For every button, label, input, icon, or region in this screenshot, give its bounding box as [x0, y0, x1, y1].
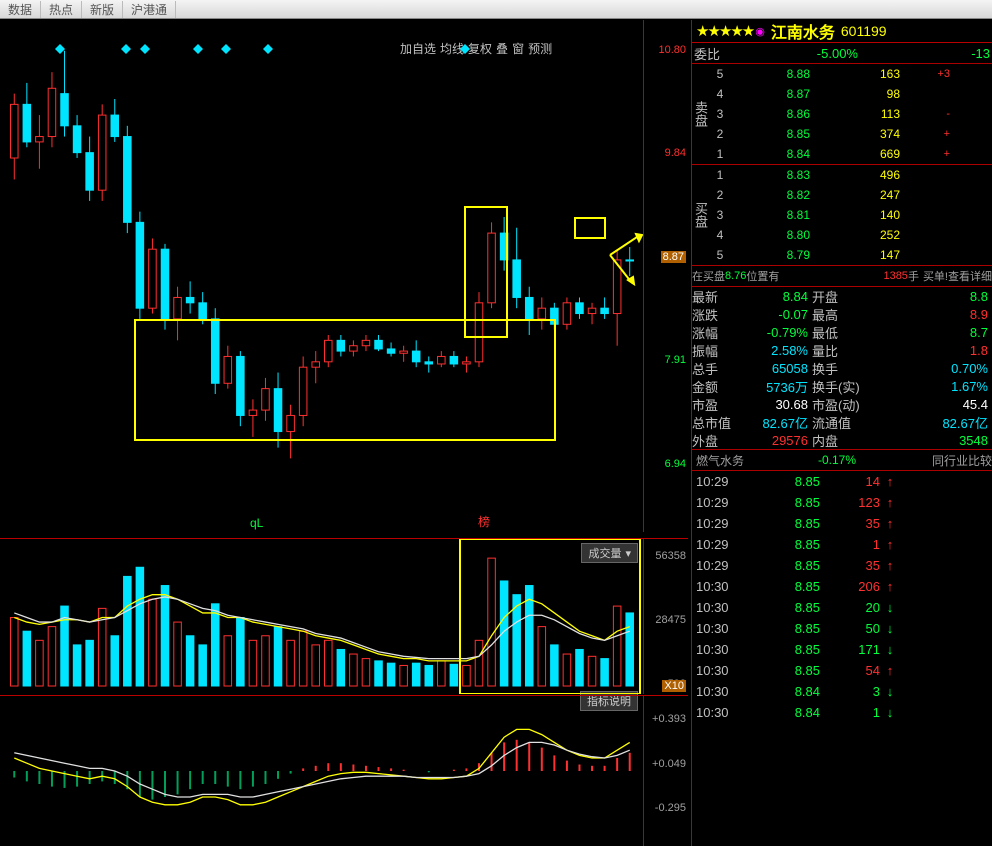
ind-y-axis: +0.393+0.049-0.295 — [643, 696, 688, 846]
root: 数据 热点 新版 沪港通 加自选 均线 复权 叠 窗 预测 10.809.848… — [0, 0, 992, 846]
queue-row[interactable]: 在买盘 8.76 位置有 1385 手 买单! 查看详细 — [692, 266, 992, 287]
sector-chg: -0.17% — [766, 453, 856, 467]
price-chart[interactable]: 加自选 均线 复权 叠 窗 预测 10.809.848.877.916.94 q… — [0, 20, 688, 532]
quote-panel: ★★★★★ ◉ 江南水务 601199 委比 -5.00% -13 卖盘 58.… — [691, 20, 992, 846]
q-link[interactable]: 查看详细 — [948, 268, 992, 284]
depth-row[interactable]: 28.82247 — [710, 185, 992, 205]
marker-bang: 榜 — [478, 513, 490, 530]
q-price: 8.76 — [725, 270, 746, 282]
tick-row: 10:308.8550↓ — [692, 618, 992, 639]
q-action: 买单! — [923, 268, 948, 284]
depth-row[interactable]: 48.80252 — [710, 225, 992, 245]
depth-row[interactable]: 28.85374+ — [710, 124, 992, 144]
depth-row[interactable]: 18.84669+ — [710, 144, 992, 164]
depth-row[interactable]: 38.86113- — [710, 104, 992, 124]
marker-ql: qL — [250, 516, 263, 530]
tick-row: 10:308.841↓ — [692, 702, 992, 723]
tick-row: 10:298.8514↑ — [692, 471, 992, 492]
depth-row[interactable]: 48.8798 — [710, 84, 992, 104]
top-menu-bar: 数据 热点 新版 沪港通 — [0, 0, 992, 19]
stock-title-row: ★★★★★ ◉ 江南水务 601199 — [692, 20, 992, 43]
sector-name: 燃气水务 — [692, 452, 766, 469]
volume-chart[interactable]: 成交量▾ 指标说明 5635828475593X10 — [0, 538, 688, 694]
menu-item[interactable]: 新版 — [82, 1, 123, 18]
q-t2: 位置有 — [746, 268, 779, 284]
tick-row: 10:308.85206↑ — [692, 576, 992, 597]
depth-row[interactable]: 18.83496 — [710, 165, 992, 185]
star-icon: ★★★★★ — [696, 22, 753, 40]
info-grid: 最新8.84开盘8.8涨跌-0.07最高8.9涨幅-0.79%最低8.7振幅2.… — [692, 287, 992, 449]
q-unit: 手 — [908, 268, 919, 284]
sector-link[interactable]: 同行业比较 — [932, 452, 992, 469]
tick-row: 10:308.843↓ — [692, 681, 992, 702]
tick-row: 10:308.85171↓ — [692, 639, 992, 660]
ratio-label: 委比 — [692, 44, 736, 63]
menu-item[interactable]: 热点 — [41, 1, 82, 18]
stock-code: 601199 — [841, 23, 887, 39]
sell-label: 卖盘 — [692, 64, 710, 164]
ratio-row: 委比 -5.00% -13 — [692, 43, 992, 64]
badge-icon: ◉ — [755, 25, 765, 38]
tick-row: 10:298.8535↑ — [692, 513, 992, 534]
price-y-axis: 10.809.848.877.916.94 — [643, 20, 688, 532]
depth-row[interactable]: 38.81140 — [710, 205, 992, 225]
q-t1: 在买盘 — [692, 268, 725, 284]
tick-row: 10:298.8535↑ — [692, 555, 992, 576]
sell-depth: 卖盘 58.88163+348.879838.86113-28.85374+18… — [692, 64, 992, 165]
buy-label: 买盘 — [692, 165, 710, 265]
tick-row: 10:298.851↑ — [692, 534, 992, 555]
tick-row: 10:308.8520↓ — [692, 597, 992, 618]
tick-row: 10:308.8554↑ — [692, 660, 992, 681]
tick-list: 10:298.8514↑10:298.85123↑10:298.8535↑10:… — [692, 471, 992, 723]
macd-chart[interactable]: +0.393+0.049-0.295 — [0, 695, 688, 846]
buy-depth: 买盘 18.8349628.8224738.8114048.8025258.79… — [692, 165, 992, 266]
ratio-delta: -13 — [860, 46, 992, 61]
stock-name[interactable]: 江南水务 — [771, 19, 835, 43]
depth-row[interactable]: 58.79147 — [710, 245, 992, 265]
depth-row[interactable]: 58.88163+3 — [710, 64, 992, 84]
ratio-value: -5.00% — [736, 46, 860, 61]
sector-row[interactable]: 燃气水务 -0.17% 同行业比较 — [692, 449, 992, 471]
q-lots: 1385 — [883, 270, 907, 282]
menu-item[interactable]: 数据 — [0, 1, 41, 18]
tick-row: 10:298.85123↑ — [692, 492, 992, 513]
menu-item[interactable]: 沪港通 — [123, 1, 176, 18]
vol-y-axis: 5635828475593X10 — [643, 539, 688, 694]
